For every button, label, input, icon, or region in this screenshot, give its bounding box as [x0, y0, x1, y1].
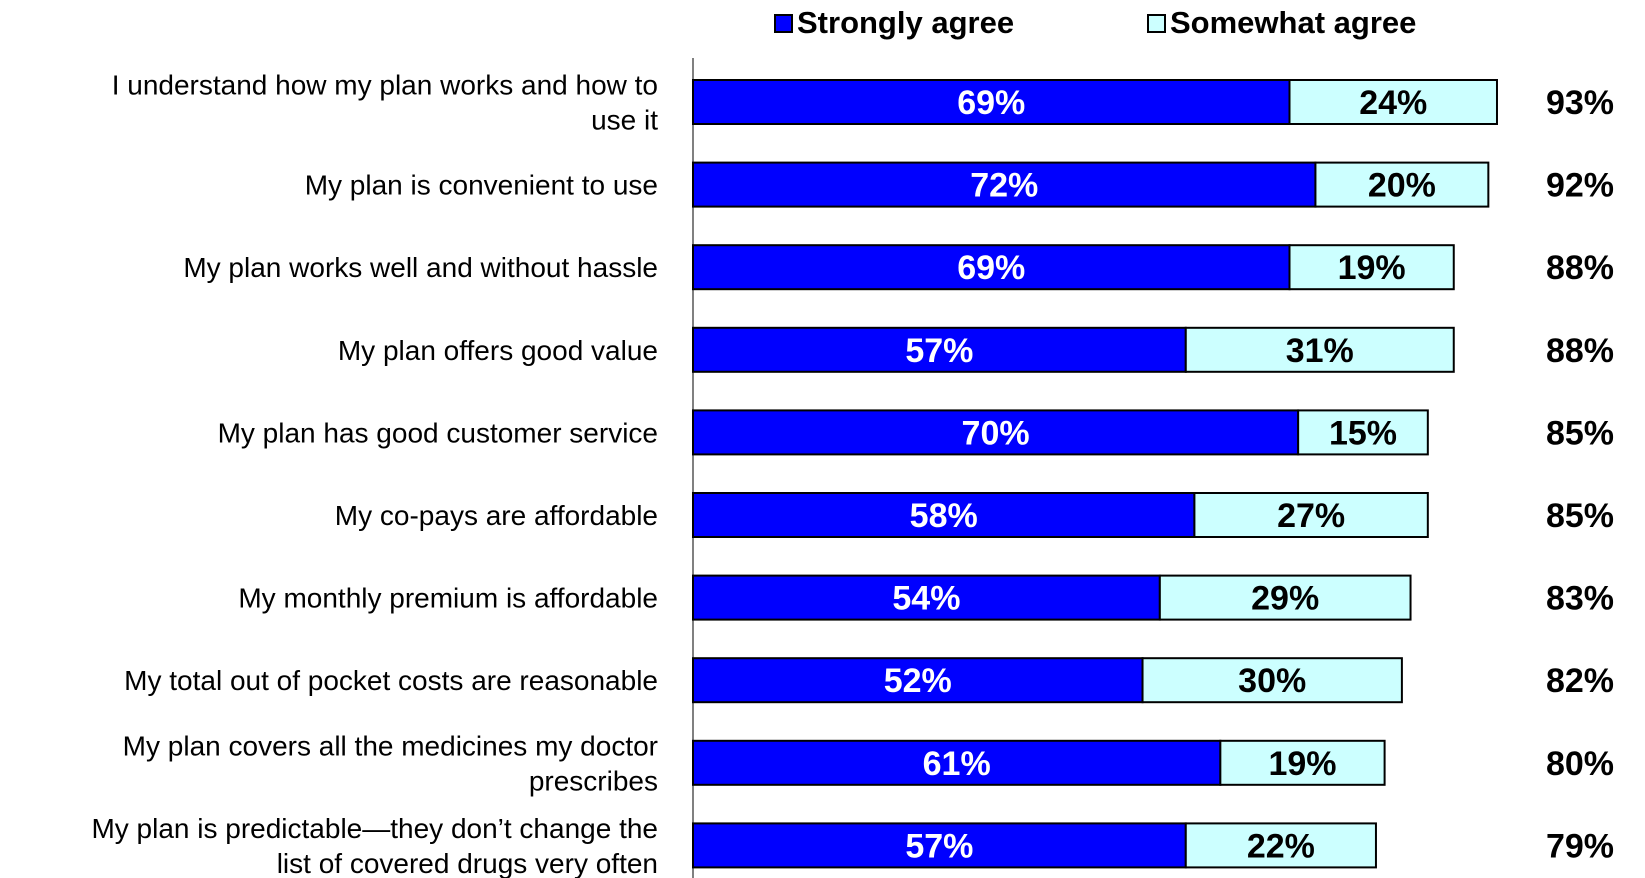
total-label: 83%	[1546, 580, 1614, 618]
bar-somewhat-agree	[1184, 822, 1377, 869]
bar-somewhat-agree	[1193, 492, 1429, 538]
total-label: 88%	[1546, 249, 1614, 287]
data-label-somewhat-agree: 27%	[1277, 497, 1345, 535]
data-label-somewhat-agree: 22%	[1247, 827, 1315, 865]
category-label: My co-pays are affordable	[335, 500, 658, 531]
total-label: 88%	[1546, 332, 1614, 370]
data-label-somewhat-agree: 19%	[1338, 249, 1406, 287]
bar-strongly-agree	[692, 492, 1196, 538]
category-label-line: My co-pays are affordable	[335, 500, 658, 531]
bar-somewhat-agree	[1141, 657, 1403, 704]
category-label-line: use it	[591, 105, 658, 136]
bar-somewhat-agree	[1297, 409, 1429, 456]
data-label-somewhat-agree: 31%	[1286, 332, 1354, 370]
total-label: 79%	[1546, 827, 1614, 865]
category-label-line: My plan has good customer service	[218, 417, 658, 448]
data-label-strongly-agree: 54%	[892, 580, 960, 618]
data-label-strongly-agree: 52%	[884, 662, 952, 700]
total-label: 92%	[1546, 167, 1614, 205]
bar-strongly-agree	[692, 822, 1187, 869]
total-label: 93%	[1546, 84, 1614, 122]
data-label-strongly-agree: 61%	[923, 745, 991, 783]
category-label-line: My plan is convenient to use	[305, 170, 658, 201]
bar-strongly-agree	[692, 161, 1317, 208]
category-label-line: prescribes	[529, 765, 658, 796]
bar-strongly-agree	[692, 657, 1144, 704]
legend-somewhat-agree-swatch	[1147, 14, 1166, 33]
category-label-line: My plan offers good value	[338, 335, 658, 366]
data-label-strongly-agree: 72%	[970, 167, 1038, 205]
data-label-somewhat-agree: 19%	[1268, 745, 1336, 783]
category-label-line: I understand how my plan works and how t…	[112, 70, 658, 101]
category-label-line: My total out of pocket costs are reasona…	[124, 665, 658, 696]
data-label-somewhat-agree: 20%	[1368, 167, 1436, 205]
data-label-somewhat-agree: 15%	[1329, 414, 1397, 452]
bar-somewhat-agree	[1184, 326, 1455, 373]
category-label: My plan covers all the medicines my doct…	[123, 730, 658, 796]
data-label-strongly-agree: 57%	[905, 827, 973, 865]
data-label-strongly-agree: 69%	[957, 84, 1025, 122]
legend-somewhat-agree-label: Somewhat agree	[1170, 5, 1416, 40]
bar-somewhat-agree	[1314, 161, 1490, 208]
category-label: My total out of pocket costs are reasona…	[124, 665, 658, 696]
category-label-line: list of covered drugs very often	[277, 848, 658, 878]
legend-strongly-agree-swatch	[774, 14, 793, 33]
bar-somewhat-agree	[1288, 244, 1455, 291]
category-label-line: My plan covers all the medicines my doct…	[123, 730, 658, 761]
data-label-strongly-agree: 57%	[905, 332, 973, 370]
bar-somewhat-agree	[1219, 739, 1386, 786]
category-label: My plan has good customer service	[218, 417, 658, 448]
category-label: My plan is convenient to use	[305, 170, 658, 201]
bar-strongly-agree	[692, 409, 1300, 456]
category-label: My plan works well and without hassle	[183, 252, 658, 283]
category-label: My plan is predictable—they don’t change…	[91, 813, 658, 878]
total-label: 82%	[1546, 662, 1614, 700]
bar-strongly-agree	[692, 574, 1161, 621]
data-label-strongly-agree: 70%	[962, 414, 1030, 452]
total-label: 85%	[1546, 497, 1614, 535]
data-label-somewhat-agree: 30%	[1238, 662, 1306, 700]
category-label: I understand how my plan works and how t…	[112, 70, 659, 136]
category-label-line: My plan works well and without hassle	[183, 252, 658, 283]
data-label-strongly-agree: 69%	[957, 249, 1025, 287]
bar-somewhat-agree	[1288, 79, 1498, 125]
category-label-line: My plan is predictable—they don’t change…	[91, 813, 658, 844]
category-label: My plan offers good value	[338, 335, 658, 366]
legend-strongly-agree-label: Strongly agree	[797, 5, 1014, 40]
bar-somewhat-agree	[1158, 574, 1412, 621]
data-label-somewhat-agree: 29%	[1251, 580, 1319, 618]
data-label-somewhat-agree: 24%	[1359, 84, 1427, 122]
total-label: 80%	[1546, 745, 1614, 783]
category-label-line: My monthly premium is affordable	[238, 583, 658, 614]
data-label-strongly-agree: 58%	[910, 497, 978, 535]
total-label: 85%	[1546, 414, 1614, 452]
bar-strongly-agree	[692, 739, 1222, 786]
category-label: My monthly premium is affordable	[238, 583, 658, 614]
